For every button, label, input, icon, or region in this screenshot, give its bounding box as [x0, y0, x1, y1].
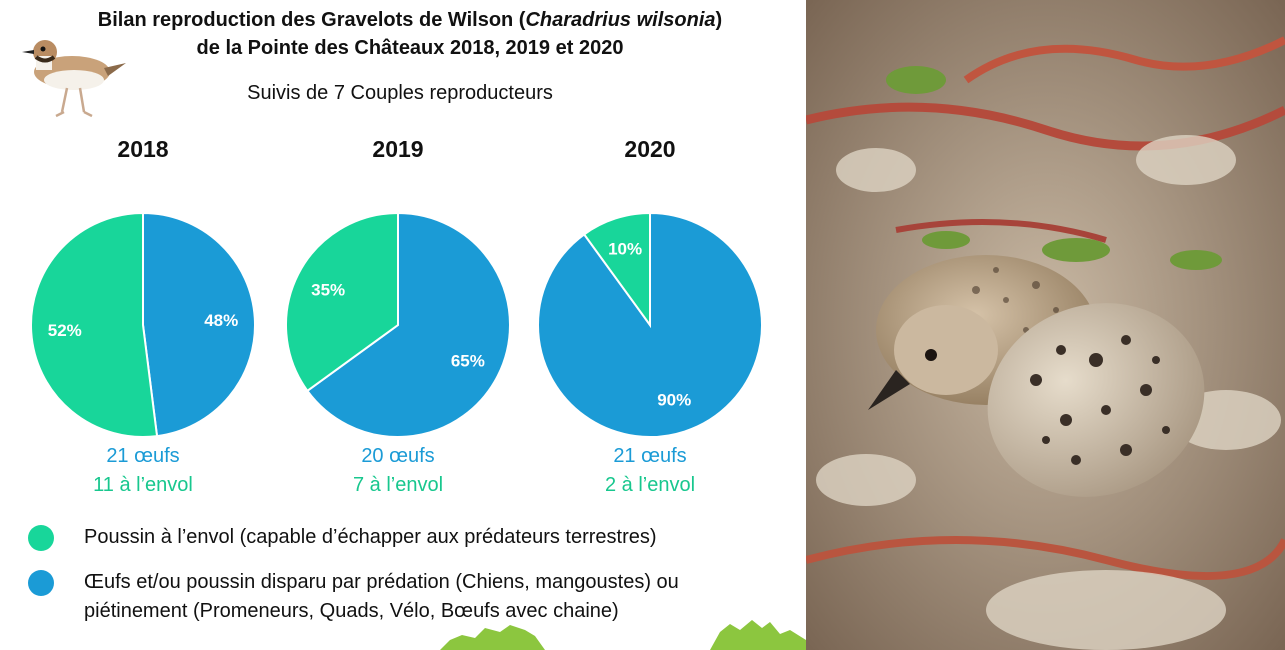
pie-slice-label: 35% [311, 280, 345, 299]
pie-chart-2019: 2019 65% 35% 20 œufs 7 à l’envol [283, 136, 513, 500]
pie-slice [582, 211, 651, 329]
chart-subtitle: Suivis de 7 Couples reproducteurs [247, 82, 553, 104]
pie-slice [142, 211, 256, 438]
pie-svg: 48% 52% [30, 211, 256, 438]
eggs-count: 20 œufs [361, 445, 435, 467]
pie-slice-label: 10% [608, 239, 642, 258]
chart-panel: Bilan reproduction des Gravelots de Wils… [22, 9, 806, 650]
pie-svg: 90% 10% [537, 211, 763, 438]
pie-title: 2020 [624, 136, 676, 162]
legend-swatch [28, 525, 54, 551]
eggs-count: 21 œufs [106, 445, 180, 467]
chart-title: Bilan reproduction des Gravelots de Wils… [97, 9, 723, 59]
grass-decoration [440, 620, 806, 650]
pie-title: 2019 [372, 136, 424, 162]
pie-slice [285, 211, 399, 393]
legend-label: Poussin à l’envol (capable d’échapper au… [84, 526, 657, 548]
plover-illustration [22, 40, 126, 118]
pie-slice-label: 65% [451, 352, 485, 371]
pie-chart-2018: 2018 48% 52% 21 œufs 11 à l’envol [28, 136, 258, 500]
pie-svg: 65% 35% [285, 211, 511, 438]
fledged-count: 2 à l’envol [604, 474, 696, 496]
legend-swatch [28, 570, 54, 596]
pie-slice-label: 48% [204, 311, 238, 330]
pie-slice [30, 211, 159, 438]
legend-item-predation: Œufs et/ou poussin disparu par prédation… [28, 568, 679, 626]
fledged-count: 7 à l’envol [352, 474, 444, 496]
pie-slice-label: 90% [657, 391, 691, 410]
eggs-count: 21 œufs [613, 445, 687, 467]
fledged-count: 11 à l’envol [93, 474, 193, 496]
plover-chick-photo [806, 0, 1285, 650]
legend-item-fledged: Poussin à l’envol (capable d’échapper au… [28, 523, 657, 552]
pie-title: 2018 [117, 136, 169, 162]
legend-label: Œufs et/ou poussin disparu par prédation… [84, 571, 679, 622]
pie-slice-label: 52% [48, 321, 82, 340]
pie-slice [305, 211, 511, 438]
pie-chart-2020: 2020 90% 10% 21 œufs 2 à l’envol [535, 136, 765, 500]
